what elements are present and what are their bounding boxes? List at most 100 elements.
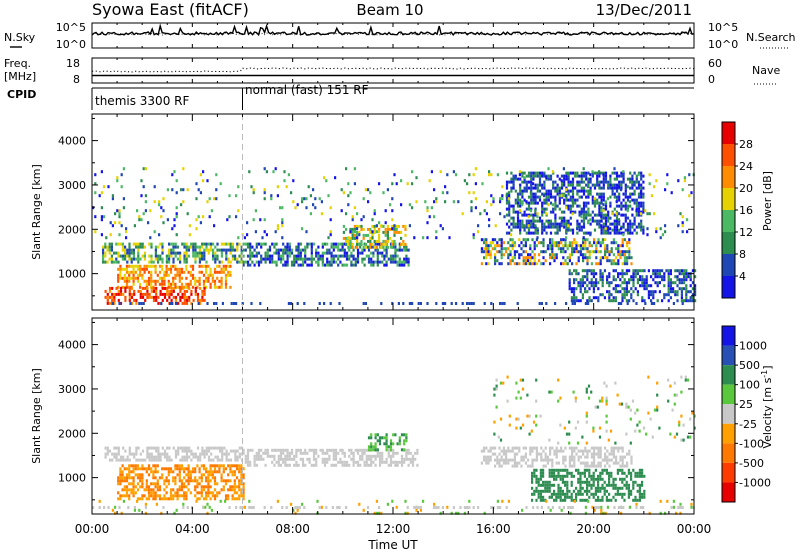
heatmap-cell — [123, 279, 126, 283]
heatmap-cell — [403, 448, 406, 452]
heatmap-cell — [632, 486, 635, 490]
heatmap-cell — [277, 448, 280, 452]
heatmap-cell — [139, 285, 142, 289]
heatmap-cell — [175, 191, 178, 195]
heatmap-cell — [121, 476, 124, 480]
heatmap-cell — [681, 302, 684, 305]
heatmap-cell — [290, 457, 294, 461]
heatmap-cell — [224, 267, 228, 271]
heatmap-cell — [132, 270, 135, 274]
heatmap-cell — [266, 454, 269, 458]
heatmap-cell — [370, 260, 373, 264]
heatmap-cell — [249, 448, 252, 452]
heatmap-cell — [383, 442, 386, 446]
heatmap-cell — [231, 488, 234, 492]
heatmap-cell — [350, 251, 353, 255]
heatmap-cell — [567, 173, 570, 177]
heatmap-cell — [282, 242, 285, 246]
heatmap-cell — [120, 185, 123, 189]
heatmap-cell — [485, 238, 488, 242]
heatmap-cell — [383, 254, 386, 258]
heatmap-cell — [113, 298, 116, 302]
heatmap-cell — [525, 506, 528, 509]
heatmap-cell — [154, 270, 157, 274]
heatmap-cell — [589, 213, 592, 217]
heatmap-cell — [142, 302, 145, 305]
heatmap-cell — [406, 511, 409, 515]
heatmap-cell — [493, 393, 496, 397]
heatmap-cell — [619, 477, 622, 481]
heatmap-cell — [576, 189, 579, 193]
heatmap-cell — [643, 269, 646, 273]
heatmap-cell — [634, 269, 637, 273]
heatmap-cell — [626, 452, 629, 456]
heatmap-cell — [225, 242, 228, 246]
heatmap-cell — [271, 260, 274, 264]
heatmap-cell — [214, 257, 217, 261]
heatmap-cell — [589, 189, 592, 193]
heatmap-cell — [113, 295, 116, 299]
beam-label: Beam 10 — [356, 1, 423, 19]
heatmap-cell — [656, 393, 659, 397]
heatmap-cell — [636, 408, 639, 412]
heatmap-cell — [579, 247, 582, 251]
heatmap-cell — [599, 241, 602, 245]
heatmap-cell — [128, 497, 131, 501]
heatmap-cell — [374, 448, 377, 452]
noise-search-trace — [91, 32, 695, 36]
heatmap-cell — [227, 479, 230, 483]
heatmap-cell — [213, 197, 216, 201]
heatmap-cell — [544, 455, 547, 459]
heatmap-cell — [542, 262, 545, 266]
heatmap-cell — [566, 468, 569, 472]
heatmap-cell — [552, 195, 555, 199]
heatmap-cell — [212, 251, 215, 255]
heatmap-cell — [363, 451, 366, 455]
heatmap-cell — [215, 302, 218, 305]
heatmap-cell — [571, 204, 575, 208]
heatmap-cell — [531, 262, 534, 266]
heatmap-cell — [536, 231, 539, 235]
heatmap-cell — [463, 179, 466, 183]
heatmap-cell — [626, 177, 630, 181]
heatmap-cell — [582, 256, 585, 260]
heatmap-cell — [234, 455, 237, 459]
heatmap-cell — [182, 167, 185, 171]
heatmap-cell — [472, 233, 475, 237]
heatmap-cell — [386, 245, 389, 249]
heatmap-cell — [342, 236, 345, 240]
heatmap-cell — [510, 171, 513, 175]
heatmap-cell — [602, 207, 605, 211]
heatmap-cell — [288, 454, 291, 458]
heatmap-cell — [152, 470, 155, 474]
heatmap-cell — [629, 225, 632, 229]
heatmap-cell — [538, 189, 542, 193]
heatmap-cell — [581, 275, 584, 279]
heatmap-cell — [179, 298, 182, 302]
heatmap-cell — [560, 224, 563, 228]
heatmap-cell — [609, 222, 612, 226]
heatmap-cell — [571, 506, 574, 509]
heatmap-cell — [405, 436, 408, 440]
heatmap-cell — [172, 479, 175, 483]
heatmap-cell — [625, 405, 628, 409]
heatmap-cell — [229, 449, 233, 453]
heatmap-cell — [218, 491, 221, 495]
heatmap-cell — [664, 224, 667, 228]
heatmap-cell — [119, 276, 122, 280]
heatmap-cell — [139, 473, 142, 477]
heatmap-cell — [168, 260, 171, 264]
heatmap-cell — [303, 506, 306, 509]
heatmap-cell — [378, 454, 382, 458]
heatmap-cell — [530, 186, 533, 190]
heatmap-cell — [117, 273, 120, 277]
heatmap-cell — [616, 468, 619, 472]
heatmap-cell — [301, 257, 305, 261]
heatmap-cell — [617, 247, 620, 251]
heatmap-cell — [534, 183, 537, 187]
heatmap-cell — [165, 273, 168, 277]
heatmap-cell — [632, 275, 635, 279]
heatmap-cell — [437, 506, 440, 509]
heatmap-cell — [251, 260, 254, 264]
heatmap-cell — [249, 460, 252, 464]
